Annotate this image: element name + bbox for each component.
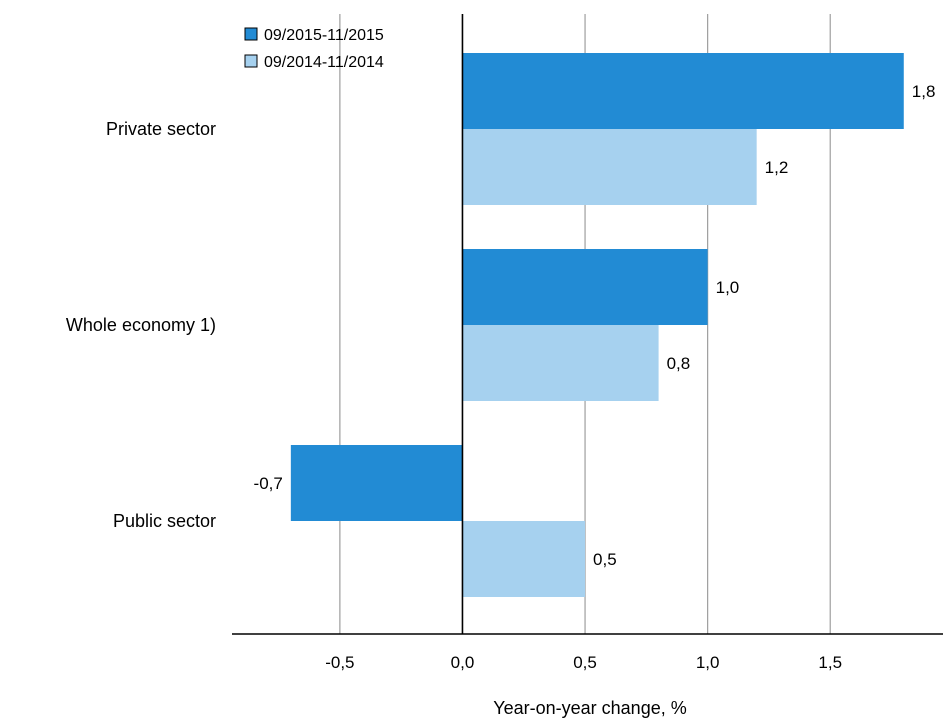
category-labels: Private sector Whole economy 1) Public sec… <box>66 119 216 531</box>
data-label: 1,0 <box>716 278 740 297</box>
bar <box>462 129 757 205</box>
category-label: Private sector <box>106 119 216 139</box>
legend-label: 09/2015-11/2015 <box>264 27 384 44</box>
bar <box>462 325 659 401</box>
axes <box>232 14 943 635</box>
bar <box>462 53 904 129</box>
category-label: Whole economy 1) <box>66 315 216 335</box>
tick-label: -0,5 <box>325 653 354 672</box>
legend-swatch <box>244 54 258 68</box>
legend: 09/2015-11/2015 09/2014-11/2014 <box>244 27 384 71</box>
value-labels: 1,8 1,2 1,0 0,8 -0,7 0,5 <box>254 82 936 569</box>
legend-label: 09/2014-11/2014 <box>264 54 384 71</box>
category-label: Public sector <box>113 511 216 531</box>
tick-label: 0,0 <box>451 653 475 672</box>
bars <box>290 53 904 597</box>
data-label: 1,2 <box>765 158 789 177</box>
legend-swatch <box>244 27 258 41</box>
tick-label: 1,5 <box>818 653 842 672</box>
x-axis-title: Year-on-year change, % <box>493 698 686 718</box>
data-label: 1,8 <box>912 82 936 101</box>
tick-label: 0,5 <box>573 653 597 672</box>
bar <box>462 521 586 597</box>
bar <box>462 249 708 325</box>
tick-labels: -0,5 0,0 0,5 1,0 1,5 <box>325 653 842 672</box>
bar <box>290 445 463 521</box>
tick-label: 1,0 <box>696 653 720 672</box>
data-label: 0,8 <box>667 354 691 373</box>
data-label: -0,7 <box>254 474 283 493</box>
data-label: 0,5 <box>593 550 617 569</box>
